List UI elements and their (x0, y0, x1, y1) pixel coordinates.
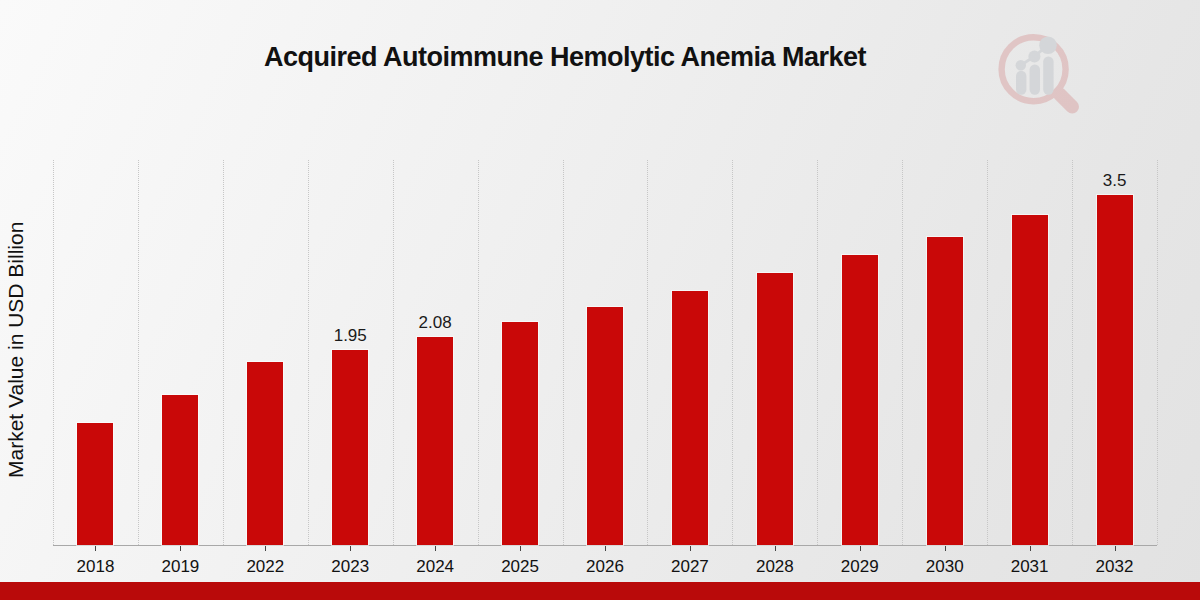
x-axis-tick (1030, 546, 1031, 551)
x-axis-tick (350, 546, 351, 551)
bar-2028 (757, 273, 793, 545)
x-axis-tick (860, 546, 861, 551)
category-slot-2029: 2029 (817, 160, 902, 545)
x-axis-tick (605, 546, 606, 551)
x-axis-tick (690, 546, 691, 551)
bar-2029 (842, 255, 878, 545)
category-slot-2025: 2025 (478, 160, 563, 545)
x-axis-tick (95, 546, 96, 551)
vertical-gridline (1072, 160, 1073, 545)
vertical-gridline (902, 160, 903, 545)
x-axis-tick (435, 546, 436, 551)
x-axis-tick (180, 546, 181, 551)
vertical-gridline (308, 160, 309, 545)
bar-2025 (502, 322, 538, 545)
vertical-gridline (223, 160, 224, 545)
chart-canvas: Acquired Autoimmune Hemolytic Anemia Mar… (0, 0, 1200, 600)
x-axis-tick (775, 546, 776, 551)
x-axis-label-2029: 2029 (817, 557, 902, 577)
x-axis-label-2024: 2024 (393, 557, 478, 577)
vertical-gridline (53, 160, 54, 545)
bottom-accent-bar (0, 582, 1200, 600)
x-axis-label-2028: 2028 (732, 557, 817, 577)
category-slot-2023: 1.952023 (308, 160, 393, 545)
bar-value-label-2032: 3.5 (1103, 171, 1127, 191)
category-slot-2027: 2027 (647, 160, 732, 545)
y-axis-title: Market Value in USD Billion (4, 170, 28, 530)
bar-2023 (332, 350, 368, 545)
vertical-gridline (987, 160, 988, 545)
x-axis-tick (945, 546, 946, 551)
bar-2031 (1012, 215, 1048, 545)
category-slot-2026: 2026 (563, 160, 648, 545)
x-axis-label-2030: 2030 (902, 557, 987, 577)
x-axis-label-2027: 2027 (647, 557, 732, 577)
x-axis-label-2025: 2025 (478, 557, 563, 577)
bar-2024 (417, 337, 453, 545)
bar-2019 (162, 395, 198, 545)
category-slot-2031: 2031 (987, 160, 1072, 545)
vertical-gridline (817, 160, 818, 545)
vertical-gridline (138, 160, 139, 545)
bar-2018 (77, 423, 113, 545)
bar-slots: 2018201920221.9520232.082024202520262027… (53, 160, 1157, 545)
bar-2032 (1097, 195, 1133, 545)
vertical-gridline (393, 160, 394, 545)
category-slot-2019: 2019 (138, 160, 223, 545)
x-axis-label-2031: 2031 (987, 557, 1072, 577)
plot-area: 2018201920221.9520232.082024202520262027… (53, 160, 1157, 546)
x-axis-tick (265, 546, 266, 551)
x-axis-tick (1115, 546, 1116, 551)
vertical-gridline (1157, 160, 1158, 545)
x-axis-label-2026: 2026 (563, 557, 648, 577)
bar-2022 (247, 362, 283, 545)
vertical-gridline (732, 160, 733, 545)
category-slot-2030: 2030 (902, 160, 987, 545)
vertical-gridline (647, 160, 648, 545)
x-axis-label-2019: 2019 (138, 557, 223, 577)
bar-value-label-2024: 2.08 (419, 313, 452, 333)
bar-2027 (672, 291, 708, 545)
bar-2030 (927, 237, 963, 545)
category-slot-2018: 2018 (53, 160, 138, 545)
vertical-gridline (563, 160, 564, 545)
x-axis-label-2023: 2023 (308, 557, 393, 577)
x-axis-label-2018: 2018 (53, 557, 138, 577)
category-slot-2032: 3.52032 (1072, 160, 1157, 545)
category-slot-2022: 2022 (223, 160, 308, 545)
magnifier-bar-chart-logo-icon (992, 28, 1088, 120)
bar-2026 (587, 307, 623, 545)
x-axis-label-2022: 2022 (223, 557, 308, 577)
vertical-gridline (478, 160, 479, 545)
chart-title: Acquired Autoimmune Hemolytic Anemia Mar… (0, 42, 1130, 73)
category-slot-2028: 2028 (732, 160, 817, 545)
category-slot-2024: 2.082024 (393, 160, 478, 545)
bar-value-label-2023: 1.95 (334, 326, 367, 346)
x-axis-tick (520, 546, 521, 551)
x-axis-label-2032: 2032 (1072, 557, 1157, 577)
